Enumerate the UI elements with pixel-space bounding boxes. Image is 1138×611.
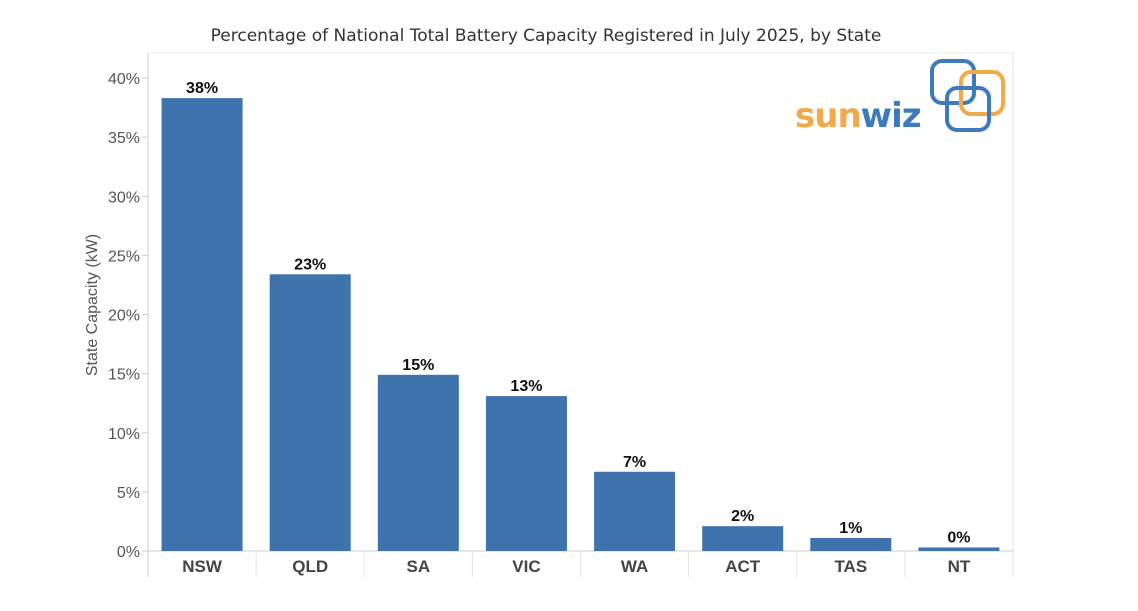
- y-tick-label: 15%: [108, 367, 140, 384]
- data-label-vic: 13%: [510, 378, 542, 395]
- x-tick-label-qld: QLD: [292, 557, 328, 576]
- data-label-wa: 7%: [623, 454, 646, 471]
- bars: [161, 98, 1000, 551]
- data-label-tas: 1%: [839, 520, 862, 537]
- logo-text-wiz: wiz: [860, 96, 922, 136]
- y-tick-label: 25%: [108, 248, 140, 265]
- x-tick-label-sa: SA: [407, 557, 431, 576]
- y-tick-label: 35%: [108, 130, 140, 147]
- bar-nt: [918, 547, 1000, 551]
- bar-wa: [594, 471, 676, 551]
- bar-qld: [269, 274, 351, 551]
- logo-squares-icon: [930, 59, 1005, 132]
- x-tick-label-nsw: NSW: [182, 557, 223, 576]
- x-tick-label-wa: WA: [621, 557, 648, 576]
- y-tick-label: 40%: [108, 71, 140, 88]
- bar-act: [702, 526, 784, 551]
- x-axis: NSW QLD SA VIC WA ACT TAS NT: [182, 551, 971, 577]
- data-label-act: 2%: [731, 508, 754, 525]
- data-label-sa: 15%: [402, 357, 434, 374]
- y-tick-label: 10%: [108, 426, 140, 443]
- y-tick-label: 5%: [117, 485, 140, 502]
- x-tick-label-act: ACT: [725, 557, 761, 576]
- sunwiz-logo: sunwiz: [795, 58, 1010, 138]
- bar-nsw: [161, 98, 243, 551]
- data-labels: 38% 23% 15% 13% 7% 2% 1% 0%: [186, 80, 970, 546]
- logo-text-sun: sun: [795, 96, 862, 136]
- logo-text: sunwiz: [795, 96, 922, 136]
- chart-title: Percentage of National Total Battery Cap…: [210, 26, 882, 46]
- data-label-nsw: 38%: [186, 80, 218, 97]
- bar-tas: [810, 537, 892, 551]
- x-tick-label-vic: VIC: [512, 557, 540, 576]
- x-tick-label-tas: TAS: [834, 557, 867, 576]
- y-tick-label: 30%: [108, 189, 140, 206]
- bar-vic: [485, 396, 567, 551]
- data-label-nt: 0%: [947, 529, 970, 546]
- y-axis: 0% 5% 10% 15% 20% 25% 30% 35% 40% State Capacity …: [84, 71, 148, 561]
- y-tick-label: 20%: [108, 308, 140, 325]
- y-axis-label: State Capacity (kW): [84, 234, 101, 376]
- y-tick-label: 0%: [117, 544, 140, 561]
- x-tick-label-nt: NT: [948, 557, 971, 576]
- bar-sa: [377, 374, 459, 551]
- data-label-qld: 23%: [294, 256, 326, 273]
